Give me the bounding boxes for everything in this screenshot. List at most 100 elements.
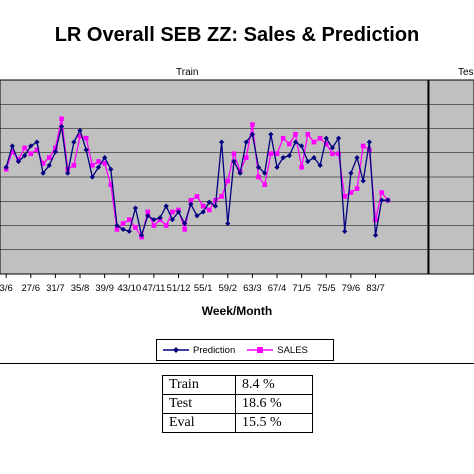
point-prediction <box>169 217 175 223</box>
legend-label-sales: SALES <box>277 344 308 356</box>
point-sales <box>299 165 304 170</box>
table-cell-value: 18.6 % <box>235 394 313 414</box>
point-sales <box>96 159 101 164</box>
point-prediction <box>77 127 83 134</box>
point-sales <box>219 194 224 199</box>
point-sales <box>305 132 311 137</box>
point-prediction <box>379 197 385 203</box>
point-sales <box>231 151 237 157</box>
point-sales <box>262 182 268 188</box>
section-divider <box>0 363 474 364</box>
point-sales <box>250 122 255 127</box>
table-cell-name: Eval <box>162 413 236 433</box>
series-layer <box>3 116 391 240</box>
point-prediction <box>206 199 212 205</box>
point-prediction <box>182 220 188 227</box>
point-sales <box>77 133 83 139</box>
x-tick-label: 35/8 <box>71 283 90 294</box>
point-sales <box>133 225 138 230</box>
table-row: Eval 15.5 % <box>162 413 313 433</box>
gridlines <box>0 103 474 251</box>
x-axis-label: Week/Month <box>201 304 273 318</box>
plot-area: 3/6 27/6 31/7 35/8 39/9 43/10 47/11 51/12 55/1 59… <box>0 79 474 294</box>
point-prediction <box>138 232 145 238</box>
point-sales <box>83 135 89 141</box>
point-sales <box>46 155 52 160</box>
point-sales <box>280 135 286 141</box>
x-tick-label: 3/6 <box>0 283 13 294</box>
point-prediction <box>28 143 34 149</box>
table-cell-value: 15.5 % <box>235 413 313 433</box>
legend-marker-prediction <box>163 347 189 353</box>
point-prediction <box>237 170 243 176</box>
point-prediction <box>46 162 52 168</box>
point-sales <box>145 209 151 215</box>
point-sales <box>354 186 360 191</box>
point-prediction <box>249 131 255 137</box>
x-tick-label: 67/4 <box>268 283 287 294</box>
point-sales <box>194 194 200 199</box>
point-sales <box>287 141 292 147</box>
point-prediction <box>231 158 237 165</box>
table-cell-value: 8.4 % <box>235 375 313 395</box>
x-tick-label: 75/5 <box>317 283 336 294</box>
point-prediction <box>280 155 286 161</box>
region-label-test: Tes <box>458 67 474 78</box>
point-prediction <box>15 158 22 165</box>
point-sales <box>22 145 27 151</box>
point-prediction <box>335 135 342 141</box>
x-tick-label: 31/7 <box>46 283 65 294</box>
table-cell-name: Test <box>162 394 236 414</box>
point-sales <box>330 151 335 157</box>
point-prediction <box>83 147 89 153</box>
point-prediction <box>34 139 40 145</box>
point-prediction <box>9 143 15 149</box>
point-prediction <box>40 170 46 176</box>
point-prediction <box>385 197 391 203</box>
table-cell-name: Train <box>162 375 236 395</box>
x-tick-label: 43/10 <box>117 283 141 294</box>
region-label-train: Train <box>176 67 199 78</box>
point-sales <box>108 182 114 188</box>
point-prediction <box>292 139 299 145</box>
point-sales <box>256 174 261 180</box>
point-sales <box>10 149 15 155</box>
point-prediction <box>219 139 225 145</box>
point-sales <box>28 151 34 157</box>
point-prediction <box>22 153 28 159</box>
point-prediction <box>151 217 157 223</box>
point-prediction <box>329 145 336 151</box>
legend-label-prediction: Prediction <box>193 344 236 356</box>
point-sales <box>342 194 348 199</box>
point-prediction <box>120 226 126 232</box>
point-sales <box>323 141 329 147</box>
point-sales <box>126 217 132 222</box>
point-prediction <box>255 164 262 170</box>
point-prediction <box>65 170 71 176</box>
x-tick-label: 79/6 <box>342 283 361 294</box>
point-prediction <box>372 232 379 238</box>
error-table: Train 8.4 % Test 18.6 % Eval 15.5 % <box>162 375 313 433</box>
point-prediction <box>305 158 311 165</box>
point-prediction <box>317 162 323 168</box>
x-tick-label: 71/5 <box>292 283 311 294</box>
point-prediction <box>299 143 305 149</box>
point-prediction <box>52 149 59 155</box>
point-sales <box>274 151 280 157</box>
point-prediction <box>268 131 274 137</box>
legend-item-sales: SALES <box>247 345 308 356</box>
point-sales <box>59 116 64 122</box>
point-prediction <box>89 174 95 180</box>
x-tick-label: 51/12 <box>167 283 191 294</box>
point-sales <box>102 161 107 166</box>
point-sales <box>317 135 323 141</box>
point-prediction <box>243 139 249 145</box>
x-tick-label: 63/3 <box>243 283 262 294</box>
point-prediction <box>145 213 151 219</box>
point-sales <box>268 151 274 157</box>
point-sales <box>311 139 317 145</box>
x-tick-label: 59/2 <box>219 283 238 294</box>
point-sales <box>360 143 366 149</box>
point-prediction <box>126 228 132 234</box>
